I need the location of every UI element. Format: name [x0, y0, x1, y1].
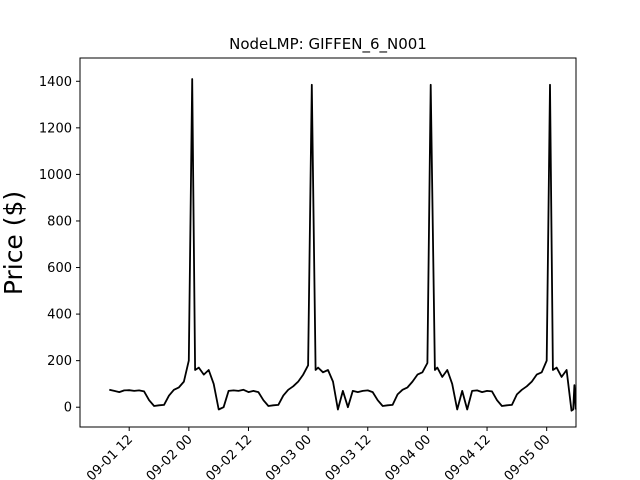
y-tick-label: 400: [47, 308, 72, 323]
x-tick-label: 09-01 12: [84, 432, 136, 480]
y-tick-label: 1200: [39, 121, 72, 136]
x-tick-label: 09-04 12: [442, 432, 494, 480]
y-tick-label: 600: [47, 261, 72, 276]
x-tick-label: 09-02 00: [144, 432, 196, 480]
chart-title: NodeLMP: GIFFEN_6_N001: [229, 35, 427, 54]
y-tick-label: 0: [64, 401, 72, 416]
x-axis: 09-01 12 09-02 00 09-02 12 09-03 00 09-03 12…: [84, 427, 554, 480]
x-tick-label: 09-04 00: [382, 432, 434, 480]
y-axis-label: Price ($): [0, 191, 28, 295]
y-tick-label: 800: [47, 214, 72, 229]
x-tick-label: 09-03 00: [263, 432, 315, 480]
x-tick-label: 09-02 12: [203, 432, 255, 480]
x-tick-label: 09-03 12: [323, 432, 375, 480]
y-tick-label: 1400: [39, 75, 72, 90]
y-tick-label: 200: [47, 354, 72, 369]
plot-frame: [79, 57, 577, 428]
x-tick-label: 09-05 00: [502, 432, 554, 480]
y-axis: 0 200 400 600 800 1000 1200 1400: [39, 75, 80, 416]
series-line: [109, 78, 577, 412]
y-tick-label: 1000: [39, 168, 72, 183]
